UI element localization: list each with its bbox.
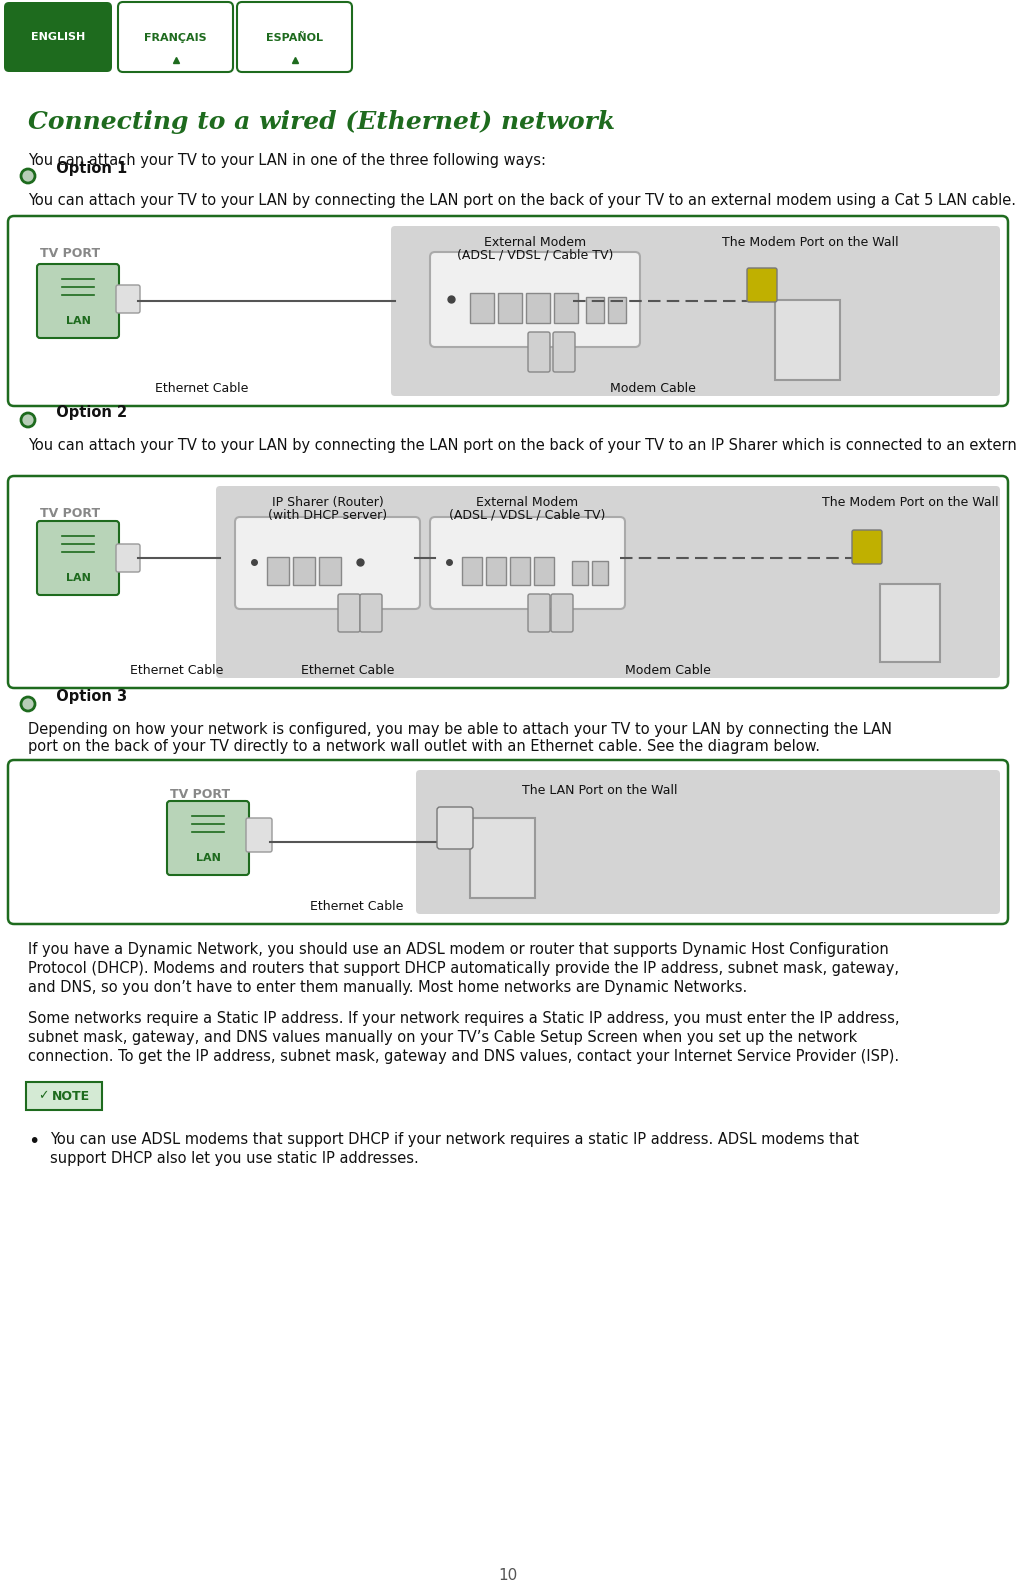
FancyBboxPatch shape	[470, 293, 494, 323]
FancyBboxPatch shape	[416, 771, 1000, 914]
Text: The Modem Port on the Wall: The Modem Port on the Wall	[822, 497, 999, 509]
FancyBboxPatch shape	[116, 544, 140, 572]
Text: You can attach your TV to your LAN in one of the three following ways:: You can attach your TV to your LAN in on…	[28, 153, 546, 169]
Text: Connecting to a wired (Ethernet) network: Connecting to a wired (Ethernet) network	[28, 110, 615, 134]
Text: External Modem: External Modem	[484, 236, 586, 248]
FancyBboxPatch shape	[462, 557, 482, 584]
Text: connection. To get the IP address, subnet mask, gateway and DNS values, contact : connection. To get the IP address, subne…	[28, 1049, 899, 1063]
FancyBboxPatch shape	[167, 801, 249, 876]
Text: IP Sharer (Router): IP Sharer (Router)	[271, 497, 383, 509]
Text: Modem Cable: Modem Cable	[610, 382, 696, 395]
FancyBboxPatch shape	[852, 530, 882, 564]
FancyBboxPatch shape	[528, 594, 550, 632]
Text: (with DHCP server): (with DHCP server)	[268, 509, 387, 522]
Text: Option 1: Option 1	[46, 161, 127, 177]
FancyBboxPatch shape	[391, 226, 1000, 396]
FancyBboxPatch shape	[8, 217, 1008, 406]
FancyBboxPatch shape	[551, 594, 573, 632]
Bar	[470, 818, 535, 898]
Text: FRANÇAIS: FRANÇAIS	[144, 33, 207, 43]
Text: You can use ADSL modems that support DHCP if your network requires a static IP a: You can use ADSL modems that support DHC…	[50, 1132, 859, 1146]
Text: If you have a Dynamic Network, you should use an ADSL modem or router that suppo: If you have a Dynamic Network, you shoul…	[28, 942, 889, 957]
Text: Ethernet Cable: Ethernet Cable	[310, 899, 403, 912]
FancyBboxPatch shape	[498, 293, 522, 323]
Text: TV PORT: TV PORT	[40, 506, 101, 521]
FancyBboxPatch shape	[553, 333, 575, 373]
Text: Some networks require a Static IP address. If your network requires a Static IP : Some networks require a Static IP addres…	[28, 1011, 899, 1025]
FancyBboxPatch shape	[26, 1083, 102, 1110]
Circle shape	[21, 697, 35, 712]
Text: ✓: ✓	[38, 1089, 49, 1103]
FancyBboxPatch shape	[360, 594, 382, 632]
FancyBboxPatch shape	[216, 486, 1000, 678]
FancyBboxPatch shape	[246, 818, 272, 852]
FancyBboxPatch shape	[486, 557, 506, 584]
FancyBboxPatch shape	[510, 557, 530, 584]
FancyBboxPatch shape	[8, 476, 1008, 688]
Text: Modem Cable: Modem Cable	[625, 664, 711, 677]
FancyBboxPatch shape	[267, 557, 289, 584]
Text: Depending on how your network is configured, you may be able to attach your TV t: Depending on how your network is configu…	[28, 723, 892, 755]
Circle shape	[21, 169, 35, 183]
Text: The Modem Port on the Wall: The Modem Port on the Wall	[721, 236, 898, 248]
Text: (ADSL / VDSL / Cable TV): (ADSL / VDSL / Cable TV)	[457, 248, 614, 263]
Text: subnet mask, gateway, and DNS values manually on your TV’s Cable Setup Screen wh: subnet mask, gateway, and DNS values man…	[28, 1030, 858, 1044]
Text: External Modem: External Modem	[477, 497, 578, 509]
Text: LAN: LAN	[66, 573, 90, 583]
Text: and DNS, so you don’t have to enter them manually. Most home networks are Dynami: and DNS, so you don’t have to enter them…	[28, 981, 747, 995]
Text: LAN: LAN	[195, 853, 220, 863]
FancyBboxPatch shape	[338, 594, 360, 632]
FancyBboxPatch shape	[554, 293, 578, 323]
Text: You can attach your TV to your LAN by connecting the LAN port on the back of you: You can attach your TV to your LAN by co…	[28, 438, 1016, 454]
FancyBboxPatch shape	[237, 2, 352, 72]
Text: Ethernet Cable: Ethernet Cable	[301, 664, 394, 677]
Text: TV PORT: TV PORT	[40, 247, 101, 259]
FancyBboxPatch shape	[526, 293, 550, 323]
Text: ENGLISH: ENGLISH	[30, 32, 85, 41]
Text: The LAN Port on the Wall: The LAN Port on the Wall	[522, 783, 678, 798]
FancyBboxPatch shape	[528, 333, 550, 373]
Text: (ADSL / VDSL / Cable TV): (ADSL / VDSL / Cable TV)	[449, 509, 606, 522]
Text: •: •	[28, 1132, 40, 1151]
FancyBboxPatch shape	[4, 2, 112, 72]
Text: Option 3: Option 3	[46, 689, 127, 705]
Text: NOTE: NOTE	[52, 1089, 90, 1103]
Bar	[775, 299, 840, 380]
Text: TV PORT: TV PORT	[170, 788, 231, 801]
Text: LAN: LAN	[66, 315, 90, 326]
FancyBboxPatch shape	[437, 807, 473, 849]
FancyBboxPatch shape	[235, 517, 420, 610]
Text: ESPAÑOL: ESPAÑOL	[266, 33, 323, 43]
FancyBboxPatch shape	[430, 517, 625, 610]
Text: Ethernet Cable: Ethernet Cable	[155, 382, 248, 395]
FancyBboxPatch shape	[37, 521, 119, 595]
FancyBboxPatch shape	[319, 557, 341, 584]
FancyBboxPatch shape	[586, 298, 604, 323]
FancyBboxPatch shape	[430, 252, 640, 347]
FancyBboxPatch shape	[118, 2, 233, 72]
FancyBboxPatch shape	[608, 298, 626, 323]
Text: Ethernet Cable: Ethernet Cable	[130, 664, 224, 677]
Text: support DHCP also let you use static IP addresses.: support DHCP also let you use static IP …	[50, 1151, 419, 1165]
FancyBboxPatch shape	[534, 557, 554, 584]
FancyBboxPatch shape	[747, 267, 777, 302]
FancyBboxPatch shape	[8, 759, 1008, 923]
Text: You can attach your TV to your LAN by connecting the LAN port on the back of you: You can attach your TV to your LAN by co…	[28, 193, 1016, 209]
FancyBboxPatch shape	[592, 560, 608, 584]
FancyBboxPatch shape	[293, 557, 315, 584]
FancyBboxPatch shape	[37, 264, 119, 338]
Bar	[880, 584, 940, 662]
Circle shape	[21, 412, 35, 427]
Text: 10: 10	[499, 1568, 517, 1582]
Text: Protocol (DHCP). Modems and routers that support DHCP automatically provide the : Protocol (DHCP). Modems and routers that…	[28, 962, 899, 976]
FancyBboxPatch shape	[572, 560, 588, 584]
Text: Option 2: Option 2	[46, 406, 127, 420]
FancyBboxPatch shape	[116, 285, 140, 314]
